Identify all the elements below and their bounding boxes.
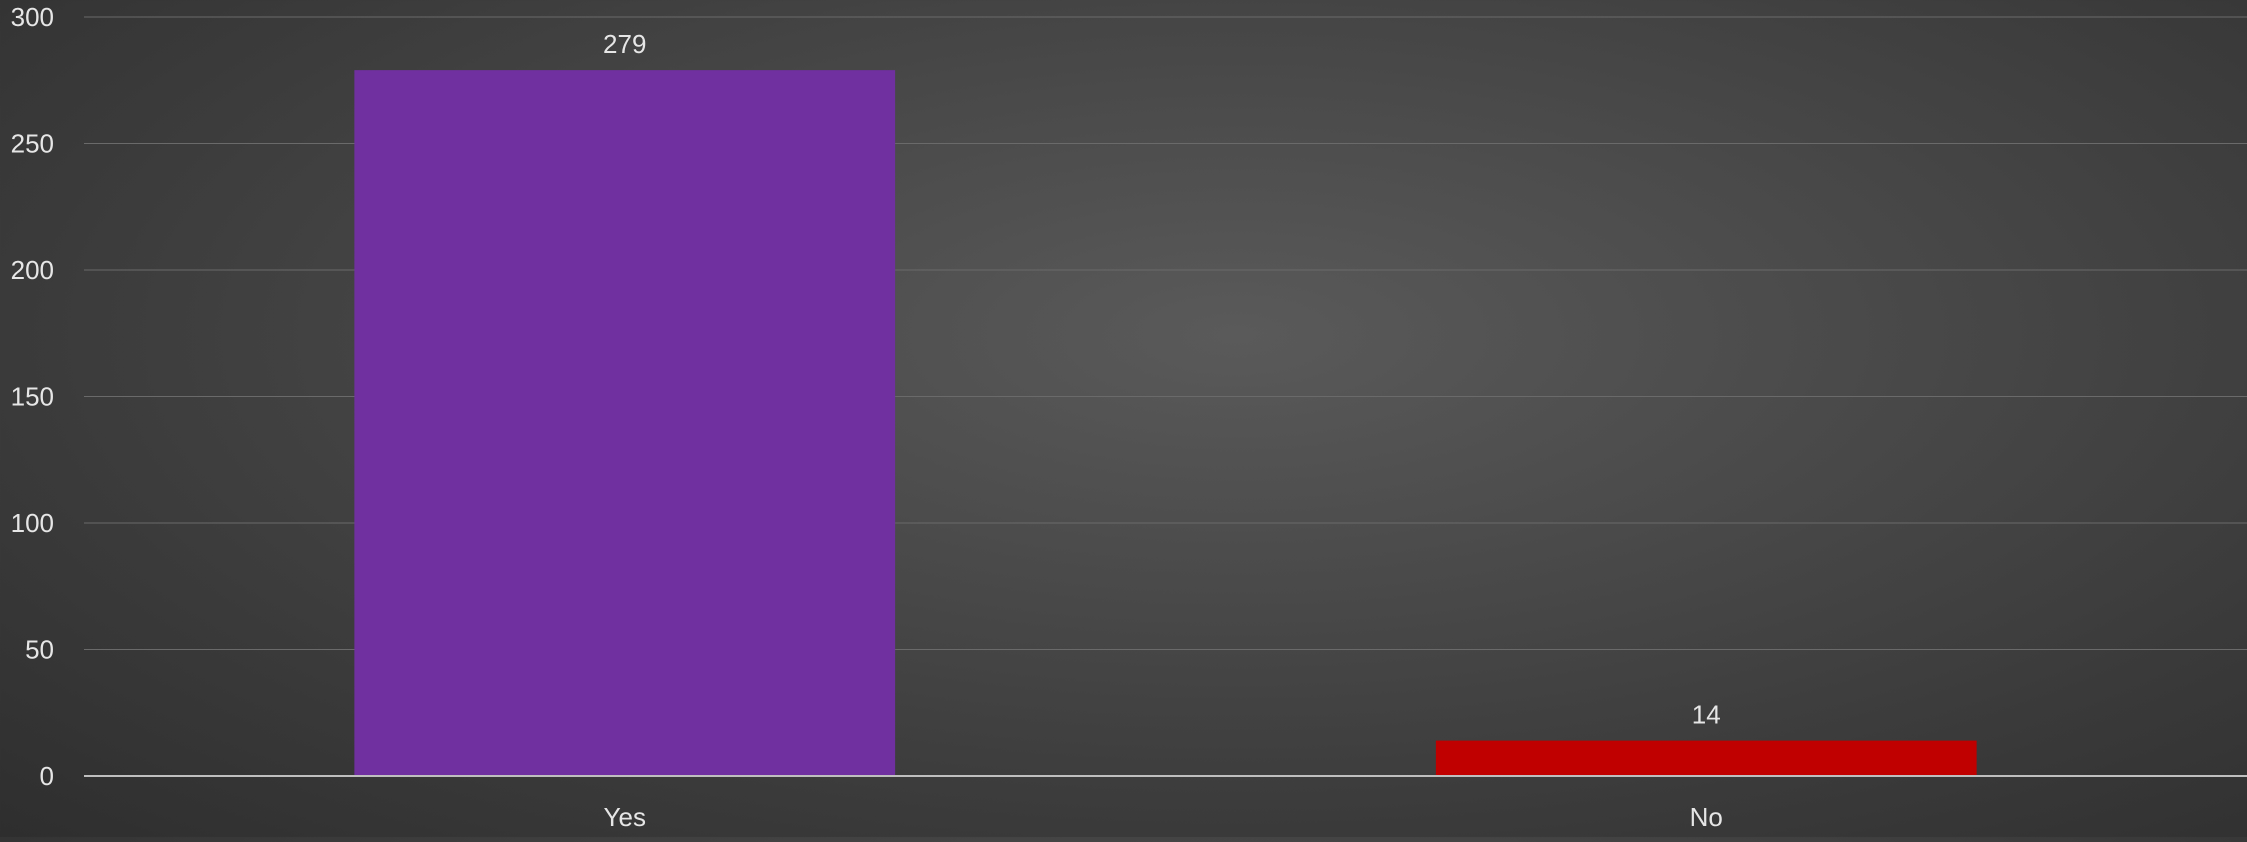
x-tick-label-yes: Yes (604, 802, 646, 832)
y-tick-label: 200 (11, 255, 54, 285)
bars (354, 70, 1977, 776)
bar-yes (354, 70, 896, 776)
y-tick-label: 300 (11, 2, 54, 32)
bar-no (1435, 740, 1977, 776)
labels: 0 50 100 150 200 250 300 279 Yes 14 No (11, 2, 1723, 832)
data-label-yes: 279 (603, 29, 646, 59)
y-tick-label: 250 (11, 129, 54, 159)
x-tick-label-no: No (1690, 802, 1723, 832)
y-tick-label: 100 (11, 508, 54, 538)
y-tick-label: 0 (40, 761, 54, 791)
data-label-no: 14 (1692, 700, 1721, 730)
y-tick-label: 150 (11, 382, 54, 412)
y-tick-label: 50 (25, 635, 54, 665)
